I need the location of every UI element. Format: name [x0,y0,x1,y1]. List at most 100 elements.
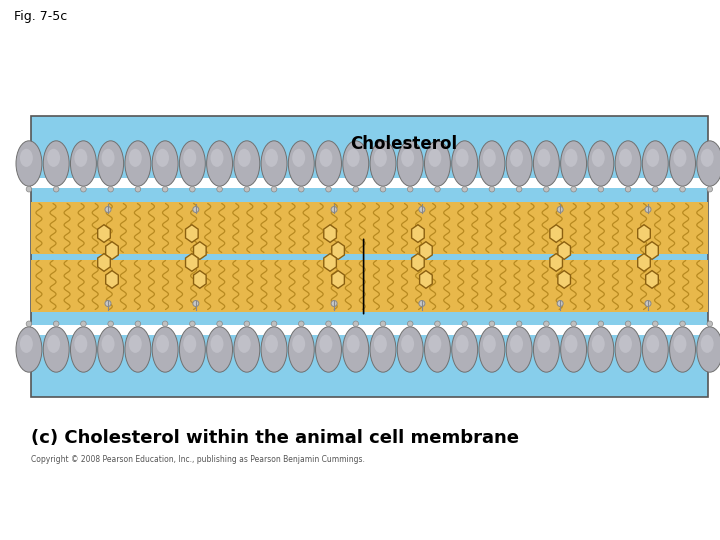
Text: Copyright © 2008 Pearson Education, Inc., publishing as Pearson Benjamin Cumming: Copyright © 2008 Pearson Education, Inc.… [31,455,365,464]
Circle shape [598,321,603,327]
Ellipse shape [619,335,632,353]
Ellipse shape [184,335,197,353]
Polygon shape [412,225,424,242]
Ellipse shape [456,335,469,353]
Circle shape [462,186,467,192]
Ellipse shape [615,327,641,372]
Circle shape [217,186,222,192]
Circle shape [645,206,651,213]
Bar [31,116,708,397]
Circle shape [108,321,114,327]
Ellipse shape [152,141,178,186]
Circle shape [26,186,32,192]
Ellipse shape [397,327,423,372]
Polygon shape [332,271,344,288]
Ellipse shape [320,148,333,167]
Polygon shape [194,242,206,259]
Ellipse shape [207,327,233,372]
Ellipse shape [401,335,414,353]
Ellipse shape [534,141,559,186]
Circle shape [105,300,111,307]
Ellipse shape [288,327,314,372]
Ellipse shape [425,141,451,186]
Ellipse shape [510,148,523,167]
Ellipse shape [179,141,205,186]
Ellipse shape [697,327,720,372]
Circle shape [489,186,495,192]
Circle shape [26,321,32,327]
Circle shape [489,321,495,327]
Polygon shape [558,242,570,259]
Ellipse shape [74,335,87,353]
Circle shape [571,186,577,192]
Ellipse shape [697,141,720,186]
Circle shape [353,321,359,327]
Ellipse shape [537,335,550,353]
Polygon shape [332,242,344,259]
Ellipse shape [152,327,178,372]
Circle shape [162,321,168,327]
Circle shape [299,321,304,327]
Circle shape [53,321,59,327]
Ellipse shape [343,327,369,372]
Polygon shape [420,242,432,259]
Ellipse shape [125,141,151,186]
Ellipse shape [451,327,477,372]
Ellipse shape [673,148,686,167]
Polygon shape [646,242,658,259]
Ellipse shape [261,141,287,186]
Ellipse shape [98,327,124,372]
Ellipse shape [210,148,223,167]
Circle shape [353,186,359,192]
Circle shape [652,186,658,192]
Bar [31,325,708,335]
Circle shape [244,186,250,192]
Circle shape [193,206,199,213]
Ellipse shape [564,335,577,353]
Circle shape [189,321,195,327]
Circle shape [516,186,522,192]
Ellipse shape [179,327,205,372]
Circle shape [544,321,549,327]
Circle shape [557,300,563,307]
Ellipse shape [370,141,396,186]
Circle shape [53,186,59,192]
Ellipse shape [207,141,233,186]
Circle shape [162,186,168,192]
Ellipse shape [16,141,42,186]
Ellipse shape [292,148,305,167]
Polygon shape [412,254,424,271]
Bar [31,260,708,312]
Ellipse shape [534,327,559,372]
Ellipse shape [125,327,151,372]
Ellipse shape [428,148,441,167]
Ellipse shape [265,335,278,353]
Ellipse shape [234,141,260,186]
Ellipse shape [619,148,632,167]
Polygon shape [186,254,198,271]
Polygon shape [106,242,118,259]
Circle shape [135,321,140,327]
Polygon shape [324,225,336,242]
Ellipse shape [592,335,605,353]
Ellipse shape [98,141,124,186]
Ellipse shape [288,141,314,186]
Ellipse shape [615,141,641,186]
Ellipse shape [451,141,477,186]
Circle shape [81,186,86,192]
Circle shape [105,206,111,213]
Circle shape [331,206,337,213]
Ellipse shape [425,327,451,372]
Ellipse shape [43,141,69,186]
Ellipse shape [20,335,33,353]
Circle shape [299,186,304,192]
Circle shape [625,186,631,192]
Ellipse shape [642,327,668,372]
Ellipse shape [74,148,87,167]
Circle shape [680,321,685,327]
Ellipse shape [102,148,114,167]
Ellipse shape [156,335,169,353]
Circle shape [598,186,603,192]
Ellipse shape [346,335,359,353]
Ellipse shape [479,327,505,372]
